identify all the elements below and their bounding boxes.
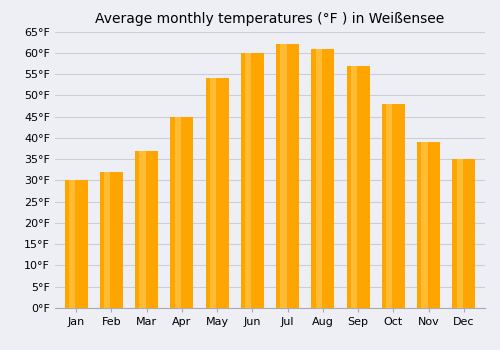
Bar xyxy=(276,44,299,308)
Bar xyxy=(316,49,322,308)
Bar xyxy=(135,150,158,308)
Bar xyxy=(456,159,463,308)
Bar xyxy=(241,53,264,308)
Bar xyxy=(210,78,216,308)
Bar xyxy=(452,159,475,308)
Bar xyxy=(312,49,334,308)
Bar xyxy=(206,78,229,308)
Bar xyxy=(64,180,88,308)
Title: Average monthly temperatures (°F ) in Weißensee: Average monthly temperatures (°F ) in We… xyxy=(96,12,444,26)
Bar xyxy=(417,142,440,308)
Bar xyxy=(100,172,123,308)
Bar xyxy=(351,65,357,308)
Bar xyxy=(386,104,392,308)
Bar xyxy=(280,44,286,308)
Bar xyxy=(422,142,428,308)
Bar xyxy=(382,104,405,308)
Bar xyxy=(245,53,252,308)
Bar xyxy=(104,172,110,308)
Bar xyxy=(69,180,75,308)
Bar xyxy=(174,117,181,308)
Bar xyxy=(170,117,194,308)
Bar xyxy=(140,150,145,308)
Bar xyxy=(346,65,370,308)
